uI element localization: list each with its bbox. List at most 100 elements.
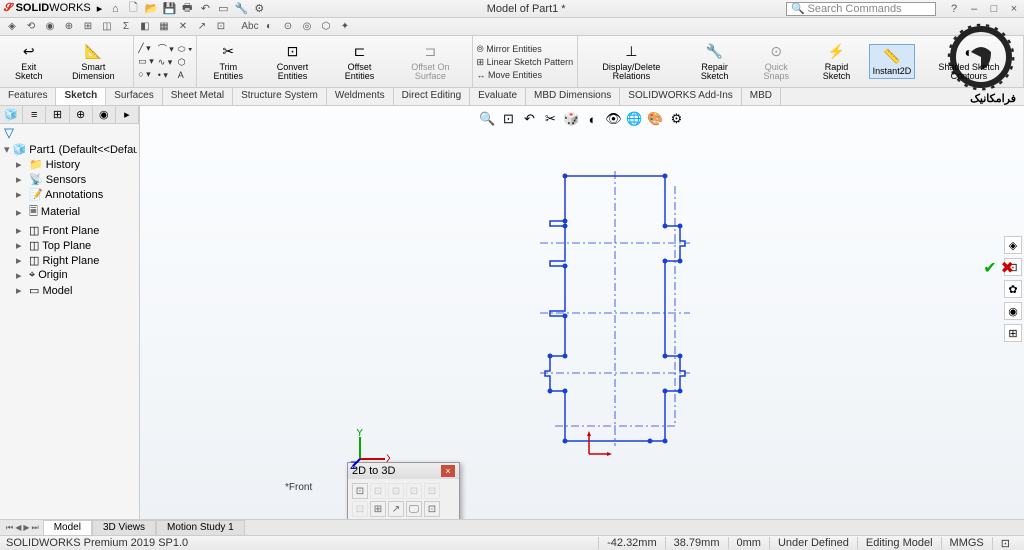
tab-direct-editing[interactable]: Direct Editing — [394, 88, 470, 105]
side-tool-icon[interactable]: ⊞ — [1004, 324, 1022, 342]
tab-weldments[interactable]: Weldments — [327, 88, 394, 105]
rebuild-icon[interactable]: 🔧 — [234, 2, 248, 16]
dropdown-icon[interactable]: ▸ — [97, 2, 103, 15]
tree-item[interactable]: ▸🗏 Material — [2, 202, 137, 223]
tab-sheet-metal[interactable]: Sheet Metal — [163, 88, 233, 105]
viewport[interactable]: 🔍⊡↶✂🎲◐👁🌐🎨⚙ 2D to 3D× ⊡⊡⊡⊡⊡⊡ ⊞↗🖵 ⊡⊡ Y X Z… — [140, 106, 1024, 519]
nav-next-icon[interactable]: ▶ — [23, 523, 29, 532]
display-relations-button[interactable]: ⊥Display/Delete Relations — [582, 41, 680, 83]
tree-tab-icon[interactable]: ▸ — [116, 106, 139, 123]
side-tool-icon[interactable]: ◉ — [1004, 302, 1022, 320]
nav-prev-icon[interactable]: ◀ — [15, 523, 21, 532]
mirror-button[interactable]: ⦾ Mirror Entities — [477, 44, 574, 55]
open-icon[interactable]: 📂 — [144, 2, 158, 16]
section-icon[interactable]: ✂ — [542, 110, 560, 128]
maximize-icon[interactable]: □ — [988, 3, 1000, 15]
polygon-tool[interactable]: ⬡ — [178, 57, 193, 68]
display-style-icon[interactable]: ◐ — [584, 110, 602, 128]
tab-features[interactable]: Features — [0, 88, 56, 105]
qb-icon[interactable]: ▦ — [156, 20, 172, 34]
tree-item[interactable]: ▸📁 History — [2, 157, 137, 172]
nav-last-icon[interactable]: ⏭ — [32, 523, 39, 533]
tree-tab-icon[interactable]: ⊕ — [70, 106, 93, 123]
tree-item[interactable]: ▸📡 Sensors — [2, 172, 137, 187]
filter-icon[interactable]: ▽ — [0, 124, 139, 140]
panel-tool[interactable]: ↗ — [388, 501, 404, 517]
new-icon[interactable]: 🗋 — [126, 2, 140, 16]
undo-icon[interactable]: ↶ — [198, 2, 212, 16]
zoom-fit-icon[interactable]: 🔍 — [479, 110, 497, 128]
side-tool-icon[interactable]: ◈ — [1004, 236, 1022, 254]
tree-tab-icon[interactable]: ◉ — [93, 106, 116, 123]
options-icon[interactable]: ⚙ — [252, 2, 266, 16]
exit-sketch-button[interactable]: ↩Exit Sketch — [4, 41, 54, 83]
cancel-icon[interactable]: ✖ — [1001, 258, 1014, 278]
qb-icon[interactable]: Abc — [242, 20, 258, 34]
rapid-sketch-button[interactable]: ⚡Rapid Sketch — [808, 41, 865, 83]
arc-tool[interactable]: ⌒ ▾ — [158, 42, 174, 55]
circle-tool[interactable]: ○ ▾ — [138, 69, 154, 80]
tree-item[interactable]: ▸◫ Top Plane — [2, 238, 137, 253]
prev-view-icon[interactable]: ↶ — [521, 110, 539, 128]
qb-icon[interactable]: ⟲ — [23, 20, 39, 34]
trim-button[interactable]: ✂Trim Entities — [201, 41, 255, 83]
select-icon[interactable]: ▭ — [216, 2, 230, 16]
nav-first-icon[interactable]: ⏮ — [6, 523, 13, 533]
smart-dimension-button[interactable]: 📐Smart Dimension — [58, 41, 130, 83]
close-icon[interactable]: × — [441, 465, 455, 477]
qb-icon[interactable]: ◫ — [99, 20, 115, 34]
print-icon[interactable]: 🖶 — [180, 2, 194, 16]
qb-icon[interactable]: Σ — [118, 20, 134, 34]
qb-icon[interactable]: ◧ — [137, 20, 153, 34]
qb-icon[interactable]: ⊡ — [213, 20, 229, 34]
tab-evaluate[interactable]: Evaluate — [470, 88, 526, 105]
confirm-icon[interactable]: ✔ — [983, 258, 996, 278]
help-icon[interactable]: ? — [948, 3, 960, 15]
convert-button[interactable]: ⊡Convert Entities — [259, 41, 326, 83]
tab-surfaces[interactable]: Surfaces — [106, 88, 162, 105]
home-icon[interactable]: ⌂ — [108, 2, 122, 16]
panel-tool[interactable]: ⊡ — [352, 483, 368, 499]
qb-icon[interactable]: ◎ — [299, 20, 315, 34]
panel-tool[interactable]: ⊞ — [370, 501, 386, 517]
move-button[interactable]: ↔ Move Entities — [477, 70, 574, 80]
qb-icon[interactable]: ◐ — [261, 20, 277, 34]
tree-tab-icon[interactable]: ≡ — [23, 106, 46, 123]
view-settings-icon[interactable]: ⚙ — [668, 110, 686, 128]
rect-tool[interactable]: ▭ ▾ — [138, 56, 154, 67]
offset-surface-button[interactable]: ⊐Offset On Surface — [393, 41, 467, 83]
panel-tool[interactable]: ⊡ — [388, 483, 404, 499]
tree-item[interactable]: ▸▭ Model — [2, 283, 137, 298]
tab-structure-system[interactable]: Structure System — [233, 88, 327, 105]
side-tool-icon[interactable]: ✿ — [1004, 280, 1022, 298]
tab-sketch[interactable]: Sketch — [56, 88, 106, 105]
panel-tool[interactable]: ⊡ — [370, 483, 386, 499]
offset-button[interactable]: ⊏Offset Entities — [330, 41, 390, 83]
panel-tool[interactable]: ⊡ — [352, 501, 368, 517]
tree-tab-icon[interactable]: ⊞ — [46, 106, 69, 123]
pattern-button[interactable]: ⊞ Linear Sketch Pattern — [477, 57, 574, 68]
qb-icon[interactable]: ⊙ — [280, 20, 296, 34]
panel-tool[interactable]: 🖵 — [406, 501, 422, 517]
tab-mbd[interactable]: MBD — [742, 88, 781, 105]
tab-3dviews[interactable]: 3D Views — [92, 520, 156, 535]
tab-motion[interactable]: Motion Study 1 — [156, 520, 245, 535]
slot-tool[interactable]: ⬭ ▾ — [178, 44, 193, 55]
qb-icon[interactable]: ↗ — [194, 20, 210, 34]
search-input[interactable]: 🔍 Search Commands — [786, 2, 936, 16]
panel-tool[interactable]: ⊡ — [406, 483, 422, 499]
line-tool[interactable]: ╱ ▾ — [138, 43, 154, 54]
minimize-icon[interactable]: – — [968, 3, 980, 15]
text-tool[interactable]: A — [178, 70, 193, 80]
repair-button[interactable]: 🔧Repair Sketch — [685, 41, 745, 83]
tab-solidworks-add-ins[interactable]: SOLIDWORKS Add-Ins — [620, 88, 741, 105]
tree-root[interactable]: ▾🧊 Part1 (Default<<Default>_Display Sta — [2, 142, 137, 157]
qb-icon[interactable]: ⊕ — [61, 20, 77, 34]
tree-item[interactable]: ▸◫ Front Plane — [2, 223, 137, 238]
status-units[interactable]: MMGS — [941, 537, 992, 549]
tree-tab-icon[interactable]: 🧊 — [0, 106, 23, 123]
save-icon[interactable]: 💾 — [162, 2, 176, 16]
point-tool[interactable]: • ▾ — [158, 70, 174, 81]
scene-icon[interactable]: 🌐 — [626, 110, 644, 128]
hide-show-icon[interactable]: 👁 — [605, 110, 623, 128]
